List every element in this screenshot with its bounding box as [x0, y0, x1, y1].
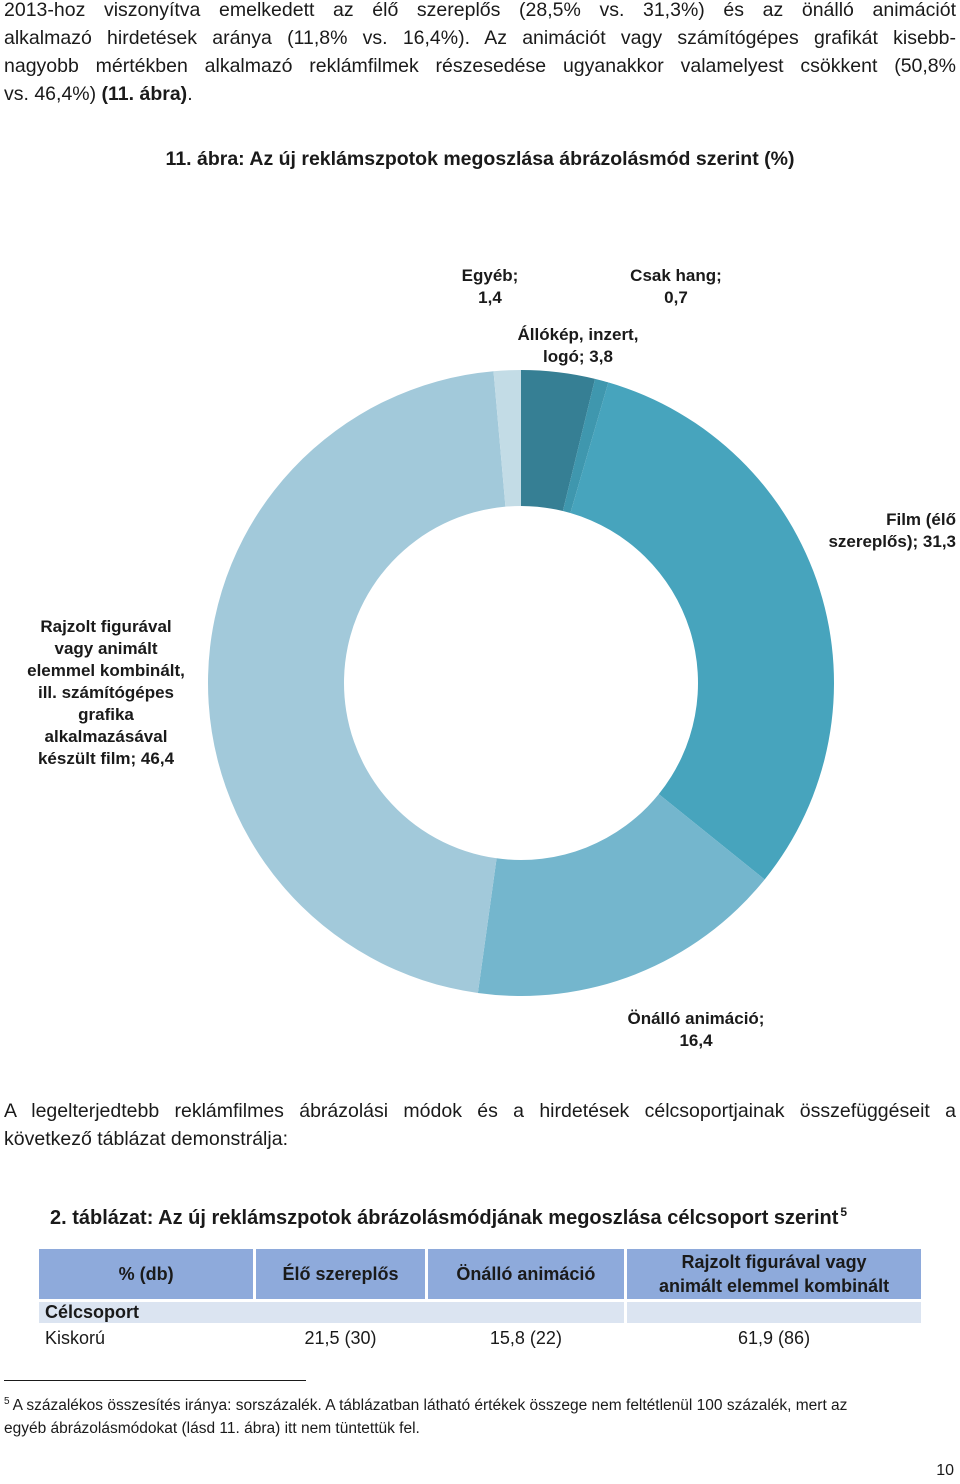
figure-title: 11. ábra: Az új reklámszpotok megoszlása… [165, 148, 795, 170]
header-unit: % (db) [35, 1246, 257, 1302]
donut-slice-3 [477, 794, 765, 996]
table-intro-paragraph: A legelterjedtebb reklámfilmes ábrázolás… [4, 1097, 956, 1153]
row-value-elo: 21,5 (30) [253, 1323, 428, 1353]
figure-reference: (11. ábra) [101, 83, 188, 105]
donut-slice-5 [493, 370, 521, 507]
subheader-celcsoport: Célcsoport [35, 1299, 628, 1326]
header-onallo-animacio: Önálló animáció [424, 1246, 628, 1302]
label-egyeb: Egyéb; 1,4 [461, 266, 519, 307]
page-number: 10 [936, 1462, 954, 1479]
table-intro-line-2: következő táblázat demonstrálja: [4, 1128, 288, 1150]
header-rajzolt-line-2: animált elemmel kombinált [659, 1276, 890, 1296]
intro-line-4-end: . [187, 83, 193, 105]
header-rajzolt-line-1: Rajzolt figurával vagy [681, 1252, 867, 1272]
table-header-row: % (db) Élő szereplős Önálló animáció Raj… [35, 1246, 924, 1302]
label-onallo: Önálló animáció; 16,4 [627, 1009, 765, 1050]
table-title: 2. táblázat: Az új reklámszpotok ábrázol… [50, 1205, 847, 1230]
table-title-footnote-mark: 5 [840, 1205, 848, 1219]
label-allokep: Állókép, inzert, logó; 3,8 [517, 325, 639, 366]
label-csak-hang: Csak hang; 0,7 [630, 266, 722, 307]
header-elo-szereplos: Élő szereplős [253, 1246, 428, 1302]
intro-line-4: vs. 46,4%) (11. ábra). [4, 80, 956, 108]
donut-slice-1 [562, 378, 609, 514]
subheader-empty [624, 1299, 924, 1326]
donut-slice-2 [570, 382, 834, 880]
donut-chart [207, 370, 834, 996]
footnote-mark: 5 [4, 1396, 10, 1407]
table-title-text: 2. táblázat: Az új reklámszpotok ábrázol… [50, 1207, 839, 1229]
donut-slice-0 [521, 370, 596, 512]
intro-line-3: nagyobb mértékben alkalmazó reklámfilmek… [4, 55, 956, 77]
data-table: % (db) Élő szereplős Önálló animáció Raj… [35, 1246, 924, 1353]
intro-line-2: alkalmazó hirdetések aránya (11,8% vs. 1… [4, 27, 956, 49]
label-rajzolt: Rajzolt figurával vagy animált elemmel k… [27, 617, 185, 768]
row-value-rajzolt: 61,9 (86) [624, 1323, 924, 1353]
table-intro-line-1: A legelterjedtebb reklámfilmes ábrázolás… [4, 1100, 956, 1122]
footnote-line-2: egyéb ábrázolásmódokat (lásd 11. ábra) i… [4, 1420, 420, 1437]
table-subheader-row: Célcsoport [35, 1299, 924, 1326]
intro-paragraph: 2013-hoz viszonyítva emelkedett az élő s… [4, 0, 956, 108]
intro-line-4-text: vs. 46,4%) [4, 83, 102, 105]
row-value-onallo: 15,8 (22) [424, 1323, 628, 1353]
footnote-rule [4, 1380, 306, 1381]
row-label: Kiskorú [35, 1323, 257, 1353]
intro-line-1: 2013-hoz viszonyítva emelkedett az élő s… [4, 0, 956, 21]
donut-slice-4 [207, 371, 506, 994]
label-film: Film (élő szereplős); 31,3 [828, 510, 956, 551]
table-row: Kiskorú 21,5 (30) 15,8 (22) 61,9 (86) [35, 1323, 924, 1353]
header-rajzolt: Rajzolt figurával vagy animált elemmel ko… [624, 1246, 924, 1302]
footnote-text-1: A százalékos összesítés iránya: sorszáza… [12, 1397, 848, 1414]
